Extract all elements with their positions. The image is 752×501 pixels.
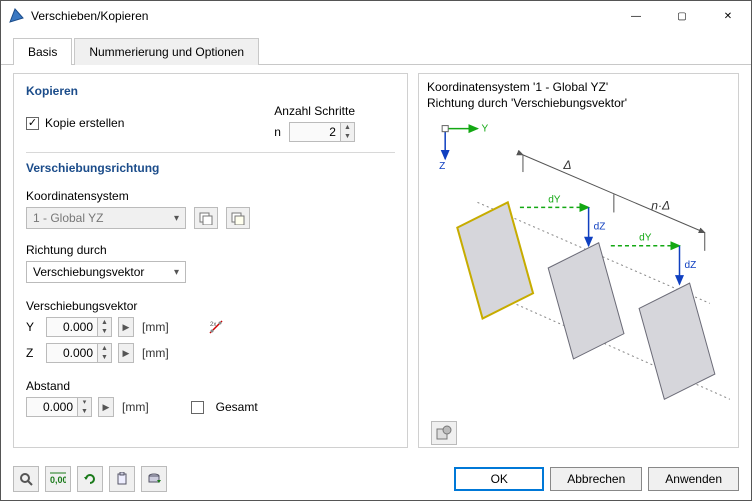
titlebar: Verschieben/Kopieren — ▢ ✕ <box>1 1 751 31</box>
ok-button[interactable]: OK <box>454 467 544 491</box>
distance-pick-button[interactable]: ▶ <box>98 397 114 417</box>
footer-icon-search[interactable] <box>13 466 39 492</box>
svg-text:2x: 2x <box>210 322 216 328</box>
spin-down-icon[interactable]: ▼ <box>77 407 91 416</box>
vector-reset-button[interactable]: 2x <box>205 317 227 337</box>
copy-row: Kopie erstellen Anzahl Schritte n ▲▼ <box>26 104 395 142</box>
maximize-button[interactable]: ▢ <box>659 1 705 31</box>
z-pick-button[interactable]: ▶ <box>118 343 134 363</box>
preview-settings-button[interactable] <box>431 421 457 445</box>
coord-new-button[interactable] <box>194 207 218 229</box>
preview-line2: Richtung durch 'Verschiebungsvektor' <box>427 96 730 112</box>
y-spinner[interactable]: ▲▼ <box>46 317 112 337</box>
coord-system-select[interactable]: 1 - Global YZ ▾ <box>26 207 186 229</box>
spin-down-icon[interactable]: ▼ <box>340 132 354 141</box>
steps-label: Anzahl Schritte <box>274 104 355 118</box>
z-spinner[interactable]: ▲▼ <box>46 343 112 363</box>
preview-svg: Y Z Δ n·Δ <box>427 115 730 421</box>
window-controls: — ▢ ✕ <box>613 1 751 31</box>
steps-group: Anzahl Schritte n ▲▼ <box>274 104 355 142</box>
chevron-down-icon: ▾ <box>174 267 179 278</box>
tab-basis[interactable]: Basis <box>13 38 72 65</box>
z-input[interactable] <box>47 344 97 362</box>
vector-z-row: Z ▲▼ ▶ [mm] <box>26 343 395 363</box>
dropdown-icon[interactable]: ▾ <box>77 398 91 407</box>
distance-spinner[interactable]: ▾▼ <box>26 397 92 417</box>
window-title: Verschieben/Kopieren <box>31 9 613 23</box>
tab-numbering[interactable]: Nummerierung und Optionen <box>74 38 259 65</box>
distance-unit: [mm] <box>122 400 149 414</box>
svg-text:0,00: 0,00 <box>50 475 66 485</box>
section-title-copy: Kopieren <box>26 84 395 98</box>
footer-icon-refresh[interactable] <box>77 466 103 492</box>
axis-y-label: Y <box>482 124 489 135</box>
preview-canvas: Y Z Δ n·Δ <box>427 115 730 421</box>
steps-spinner[interactable]: ▲▼ <box>289 122 355 142</box>
ndelta-label: n·Δ <box>651 199 670 213</box>
dz-label-2: dZ <box>685 260 697 271</box>
create-copy-checkbox[interactable] <box>26 117 39 130</box>
steps-prefix: n <box>274 125 281 139</box>
create-copy-label: Kopie erstellen <box>45 116 124 130</box>
vector-label: Verschiebungsvektor <box>26 299 395 313</box>
y-input[interactable] <box>47 318 97 336</box>
minimize-button[interactable]: — <box>613 1 659 31</box>
close-button[interactable]: ✕ <box>705 1 751 31</box>
direction-through-select[interactable]: Verschiebungsvektor ▾ <box>26 261 186 283</box>
footer-icon-import[interactable] <box>141 466 167 492</box>
spin-up-icon[interactable]: ▲ <box>97 344 111 353</box>
spin-up-icon[interactable]: ▲ <box>340 123 354 132</box>
chevron-down-icon: ▾ <box>174 213 179 224</box>
spin-down-icon[interactable]: ▼ <box>97 327 111 336</box>
coord-system-value: 1 - Global YZ <box>33 211 103 225</box>
footer-icon-clipboard[interactable] <box>109 466 135 492</box>
footer: 0,00 OK Abbrechen Anwenden <box>1 456 751 500</box>
preview-title: Koordinatensystem '1 - Global YZ' Richtu… <box>427 80 730 111</box>
dialog-body: Kopieren Kopie erstellen Anzahl Schritte… <box>1 65 751 456</box>
total-checkbox[interactable] <box>191 401 204 414</box>
axis-z-label: Z <box>439 161 445 172</box>
delta-label: Δ <box>562 158 571 172</box>
preview-line1: Koordinatensystem '1 - Global YZ' <box>427 80 730 96</box>
left-panel: Kopieren Kopie erstellen Anzahl Schritte… <box>13 73 408 448</box>
distance-label: Abstand <box>26 379 395 393</box>
tab-bar: Basis Nummerierung und Optionen <box>1 31 751 65</box>
app-icon <box>9 8 25 24</box>
footer-icon-precision[interactable]: 0,00 <box>45 466 71 492</box>
section-title-direction: Verschiebungsrichtung <box>26 161 395 175</box>
distance-input[interactable] <box>27 398 77 416</box>
direction-through-value: Verschiebungsvektor <box>33 265 144 279</box>
direction-through-label: Richtung durch <box>26 243 395 257</box>
z-unit: [mm] <box>142 346 169 360</box>
cancel-button[interactable]: Abbrechen <box>550 467 642 491</box>
dy-label-1: dY <box>548 195 561 206</box>
spin-up-icon[interactable]: ▲ <box>97 318 111 327</box>
steps-input[interactable] <box>290 123 340 141</box>
y-axis-label: Y <box>26 320 40 334</box>
apply-button[interactable]: Anwenden <box>648 467 739 491</box>
total-label: Gesamt <box>216 400 258 414</box>
y-pick-button[interactable]: ▶ <box>118 317 134 337</box>
coord-edit-button[interactable] <box>226 207 250 229</box>
preview-panel: Koordinatensystem '1 - Global YZ' Richtu… <box>418 73 739 448</box>
dz-label-1: dZ <box>594 222 606 233</box>
distance-row: ▾▼ ▶ [mm] Gesamt <box>26 397 395 417</box>
dy-label-2: dY <box>639 233 652 244</box>
y-unit: [mm] <box>142 320 169 334</box>
z-axis-label: Z <box>26 346 40 360</box>
spin-down-icon[interactable]: ▼ <box>97 353 111 362</box>
coord-system-label: Koordinatensystem <box>26 189 395 203</box>
dialog-window: Verschieben/Kopieren — ▢ ✕ Basis Nummeri… <box>0 0 752 501</box>
vector-y-row: Y ▲▼ ▶ [mm] 2x <box>26 317 395 337</box>
